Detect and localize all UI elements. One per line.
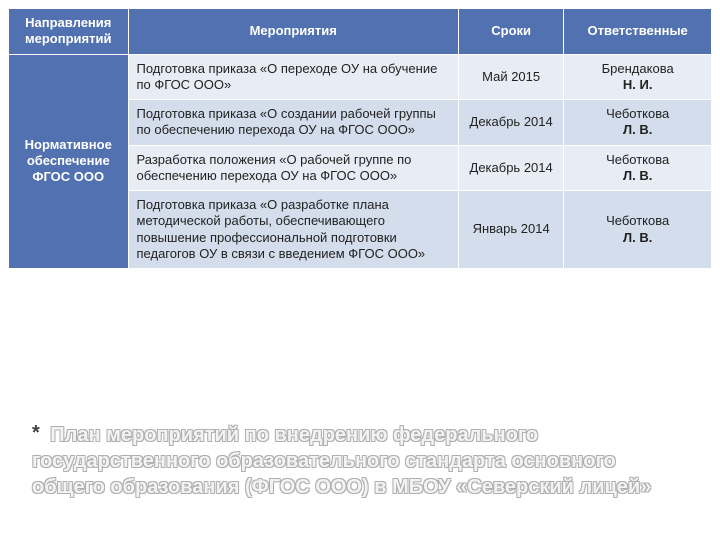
plan-table: Направления мероприятий Мероприятия Срок… <box>8 8 712 269</box>
header-activity: Мероприятия <box>128 9 458 55</box>
header-direction: Направления мероприятий <box>9 9 129 55</box>
bullet-star-icon: * <box>32 422 40 444</box>
table-header-row: Направления мероприятий Мероприятия Срок… <box>9 9 712 55</box>
header-responsible: Ответственные <box>564 9 712 55</box>
responsible-cell: Чеботкова Л. В. <box>564 191 712 269</box>
activity-cell: Подготовка приказа «О создании рабочей г… <box>128 100 458 146</box>
document-title: План мероприятий по внедрению федерально… <box>32 424 651 498</box>
direction-cell: Нормативное обеспечение ФГОС ООО <box>9 54 129 269</box>
date-cell: Май 2015 <box>458 54 563 100</box>
responsible-surname: Брендакова <box>602 61 674 76</box>
activity-cell: Подготовка приказа «О переходе ОУ на обу… <box>128 54 458 100</box>
caption-container: * План мероприятий по внедрению федераль… <box>32 422 688 500</box>
responsible-initials: Н. И. <box>572 77 703 93</box>
date-cell: Декабрь 2014 <box>458 145 563 191</box>
responsible-surname: Чеботкова <box>606 106 669 121</box>
responsible-cell: ЧеботковаЛ. В. <box>564 145 712 191</box>
date-cell: Январь 2014 <box>458 191 563 269</box>
plan-table-container: Направления мероприятий Мероприятия Срок… <box>8 8 712 269</box>
responsible-initials: Л. В. <box>572 168 703 184</box>
responsible-initials: Л. В. <box>572 230 703 246</box>
responsible-cell: ЧеботковаЛ. В. <box>564 100 712 146</box>
responsible-initials: Л. В. <box>572 122 703 138</box>
responsible-cell: БрендаковаН. И. <box>564 54 712 100</box>
responsible-surname: Чеботкова <box>606 213 669 228</box>
activity-cell: Подготовка приказа «О разработке плана м… <box>128 191 458 269</box>
header-date: Сроки <box>458 9 563 55</box>
responsible-surname: Чеботкова <box>606 152 669 167</box>
activity-cell: Разработка положения «О рабочей группе п… <box>128 145 458 191</box>
table-row: Нормативное обеспечение ФГОС ОООПодготов… <box>9 54 712 100</box>
date-cell: Декабрь 2014 <box>458 100 563 146</box>
